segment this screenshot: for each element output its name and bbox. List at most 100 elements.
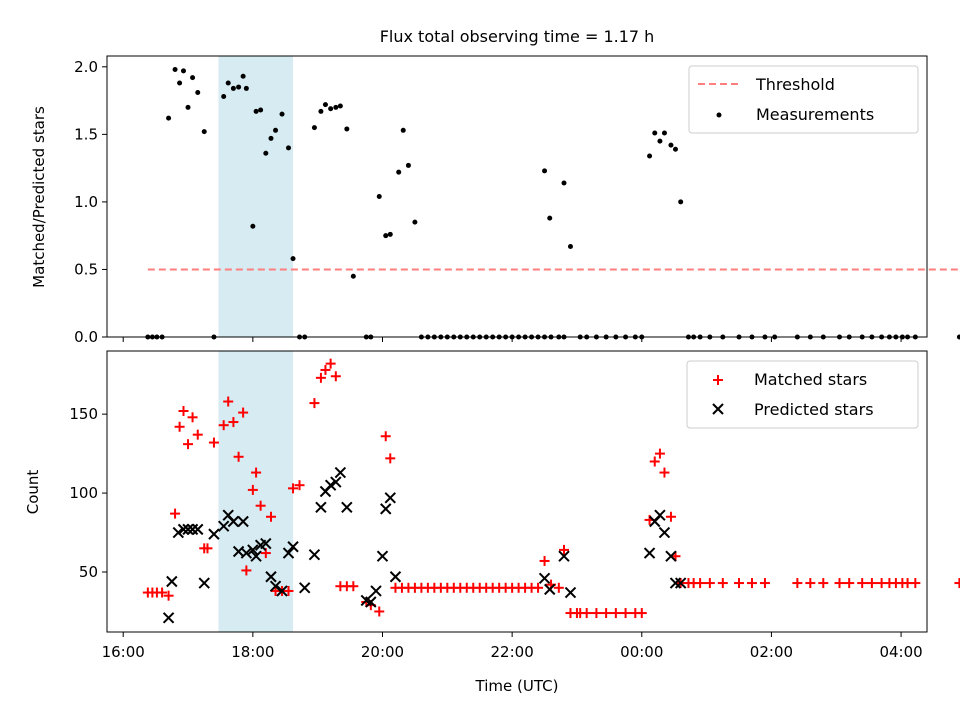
matched-point [553, 582, 564, 593]
matched-point [654, 448, 665, 459]
matched-point [178, 405, 189, 416]
measurement-point [190, 75, 196, 81]
predicted-point [564, 586, 577, 599]
measurement-point [668, 142, 674, 148]
measurement-point [350, 273, 356, 279]
x-tick-label: 00:00 [620, 643, 663, 661]
y-tick-label: 0.5 [74, 260, 98, 278]
measurement-point [263, 150, 269, 156]
predicted-point [269, 580, 282, 592]
predicted-point [643, 547, 656, 559]
measurement-point [250, 223, 256, 229]
x-tick-label: 20:00 [361, 643, 404, 661]
measurement-point [180, 68, 186, 74]
predicted-point [389, 571, 402, 583]
measurement-point [567, 243, 573, 249]
top-shaded-span [218, 56, 294, 337]
y-tick-label: 50 [79, 563, 98, 581]
measurement-point [647, 153, 653, 159]
matched-point [539, 555, 550, 566]
predicted-point [276, 585, 288, 597]
matched-point [192, 429, 203, 440]
measurement-point [230, 85, 236, 91]
measurement-point [201, 129, 207, 135]
matched-point [695, 578, 706, 589]
predicted-point [654, 509, 666, 521]
measurement-point [318, 108, 324, 114]
matched-point [746, 578, 757, 589]
measurement-point [672, 146, 678, 152]
measurement-point [253, 108, 259, 114]
matched-point [954, 578, 960, 589]
measurement-point [166, 115, 172, 121]
matched-point [174, 421, 185, 432]
measurement-point [405, 162, 411, 168]
measurement-point [400, 127, 406, 133]
predicted-point [217, 520, 230, 532]
matched-point [734, 578, 745, 589]
matched-point [325, 358, 336, 369]
predicted-point [198, 577, 210, 589]
x-tick-label: 18:00 [231, 643, 274, 661]
matched-point [818, 578, 829, 589]
legend-predicted-label: Predicted stars [754, 400, 874, 419]
predicted-point [260, 537, 272, 550]
predicted-point [265, 571, 277, 583]
matched-point [266, 511, 276, 522]
matched-point [601, 608, 612, 619]
matched-point [233, 451, 244, 462]
matched-points [142, 358, 960, 619]
measurement-point [956, 334, 960, 340]
matched-point [844, 578, 855, 589]
predicted-point [370, 585, 382, 597]
predicted-point [334, 466, 347, 479]
bottom-ylabel: Count [24, 470, 42, 515]
predicted-point [282, 547, 295, 559]
measurement-point [412, 219, 418, 225]
top-ylabel: Matched/Predicted stars [30, 106, 48, 288]
bottom-axes-frame [106, 350, 928, 633]
matched-point [187, 412, 198, 423]
matched-point [636, 608, 647, 619]
matched-point [294, 480, 305, 491]
x-tick-label: 22:00 [491, 643, 534, 661]
measurement-point [383, 233, 389, 239]
x-axis-label: Time (UTC) [475, 677, 559, 695]
predicted-point [341, 501, 353, 513]
matched-point [380, 431, 391, 442]
measurement-points [145, 67, 960, 340]
predicted-point [324, 479, 337, 491]
x-tick-label: 16:00 [102, 643, 145, 661]
y-tick-label: 0.0 [74, 328, 98, 346]
matched-point [330, 371, 341, 382]
measurement-point [236, 84, 242, 90]
measurement-point [542, 168, 548, 174]
predicted-point [538, 572, 551, 585]
y-tick-label: 1.0 [74, 193, 98, 211]
top-axes-frame [106, 55, 928, 338]
predicted-point [384, 492, 396, 504]
matched-point [581, 608, 592, 619]
predicted-point [186, 523, 199, 536]
predicted-point [669, 577, 682, 589]
legend-measurements-label: Measurements [756, 105, 874, 124]
predicted-point [315, 501, 327, 513]
measurement-point [337, 103, 343, 109]
measurement-point [290, 256, 296, 262]
legend-matched-swatch [713, 375, 723, 385]
measurement-point [177, 80, 183, 86]
y-tick-label: 150 [69, 405, 98, 423]
measurement-point [652, 130, 658, 136]
predicted-point [182, 523, 194, 536]
matched-point [717, 578, 728, 589]
matched-point [704, 578, 715, 589]
matched-point [759, 578, 770, 589]
matched-point [283, 585, 294, 596]
predicted-point [177, 523, 190, 536]
matched-point [241, 565, 252, 576]
measurement-point [221, 94, 227, 100]
matched-point [223, 396, 234, 407]
matched-point [288, 483, 299, 494]
legend-threshold-label: Threshold [755, 75, 835, 94]
legend-measurements-swatch [716, 112, 722, 118]
